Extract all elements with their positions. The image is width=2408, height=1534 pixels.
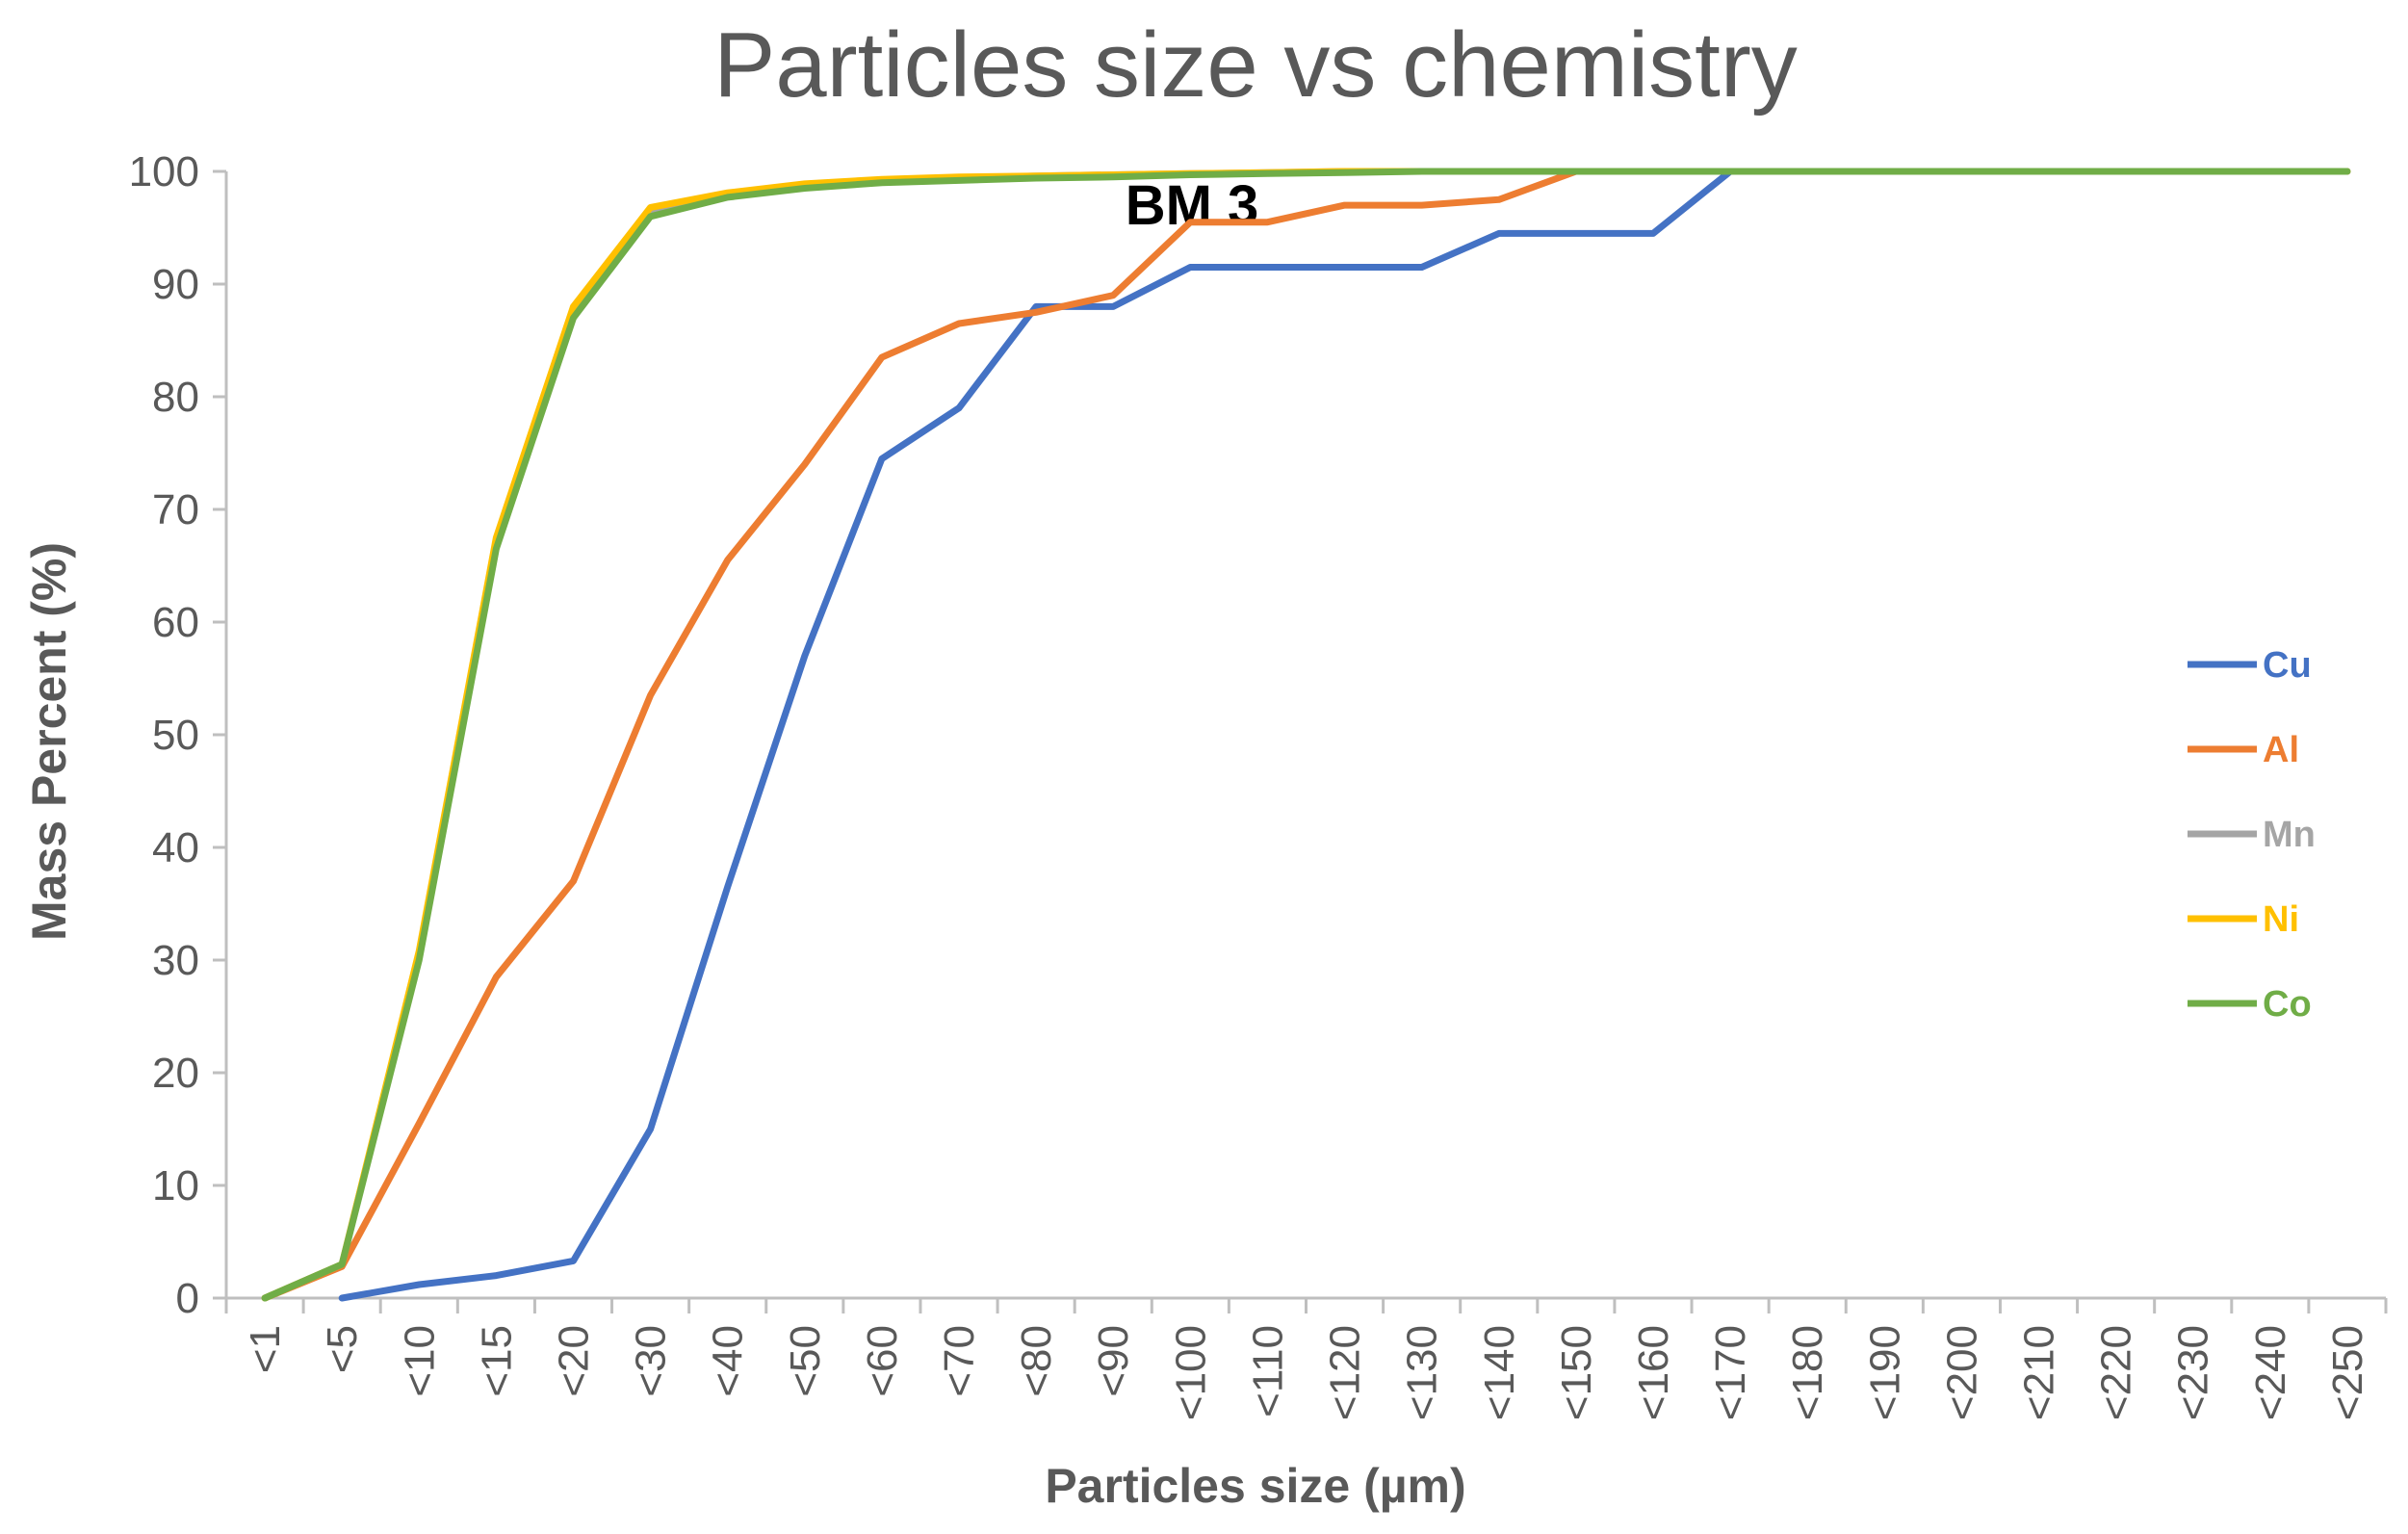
x-tick-label: <140 [1476,1325,1523,1420]
y-tick-label: 90 [152,261,199,308]
x-tick-label: <10 [396,1325,443,1397]
series-lines [261,168,2351,1302]
x-tick-label: <50 [782,1325,829,1397]
y-tick-label: 0 [176,1275,199,1322]
x-tick-label: <80 [1013,1325,1060,1397]
y-tick-label: 50 [152,712,199,759]
legend-label-al: Al [2263,730,2299,770]
series-line-cu [338,168,2351,1302]
x-tick-label: <30 [628,1325,675,1397]
series-line-co [261,168,2351,1302]
x-tick-label: <180 [1784,1325,1831,1420]
x-tick-label: <190 [1861,1325,1908,1420]
y-tick-label: 100 [129,148,199,195]
x-tick-label: <40 [705,1325,752,1397]
chart-annotation: BM 3 [1126,174,1259,237]
legend-label-co: Co [2263,984,2312,1025]
x-tick-label: <250 [2324,1325,2371,1420]
x-tick-label: <220 [2093,1325,2140,1420]
x-tick-label: <1 [242,1325,289,1373]
series-line-al [261,168,2351,1302]
x-tick-label: <20 [550,1325,597,1397]
x-tick-label: <200 [1938,1325,1985,1420]
y-axis-label: Mass Percent (%) [22,542,76,941]
x-tick-label: <160 [1630,1325,1677,1420]
legend-label-ni: Ni [2263,899,2299,940]
y-tick-label: 10 [152,1162,199,1209]
x-tick-label: <210 [2016,1325,2063,1420]
x-tick-label: <100 [1167,1325,1214,1420]
legend: Cu Al Mn Ni Co [2188,645,2316,1025]
x-tick-label: <120 [1322,1325,1369,1420]
y-tick-label: 20 [152,1050,199,1097]
x-tick-label: <90 [1090,1325,1137,1397]
x-tick-label: <170 [1707,1325,1754,1420]
y-tick-label: 70 [152,486,199,533]
legend-label-cu: Cu [2263,645,2312,686]
y-tick-label: 60 [152,599,199,646]
axes: 0 10 20 30 40 50 60 70 80 90 100 <1 <5 <10 <15 <20 <30 <4… [129,148,2388,1420]
x-tick-label: <60 [859,1325,906,1397]
series-line-mn [261,168,2351,1302]
chart-title: Particles size vs chemistry [713,13,1798,117]
x-tick-label: <240 [2247,1325,2294,1420]
y-tick-label: 30 [152,937,199,984]
y-tick-label: 40 [152,824,199,871]
series-line-ni [261,168,2351,1302]
x-tick-label: <230 [2170,1325,2217,1420]
y-tick-label: 80 [152,374,199,421]
x-tick-label: <5 [319,1325,366,1373]
x-tick-label: <110 [1244,1325,1291,1417]
legend-label-mn: Mn [2263,815,2316,855]
x-tick-label: <150 [1553,1325,1600,1420]
x-tick-label: <130 [1399,1325,1446,1420]
x-tick-label: <70 [936,1325,983,1397]
x-axis-label: Particles size (µm) [1045,1459,1465,1513]
x-tick-label: <15 [473,1325,520,1397]
